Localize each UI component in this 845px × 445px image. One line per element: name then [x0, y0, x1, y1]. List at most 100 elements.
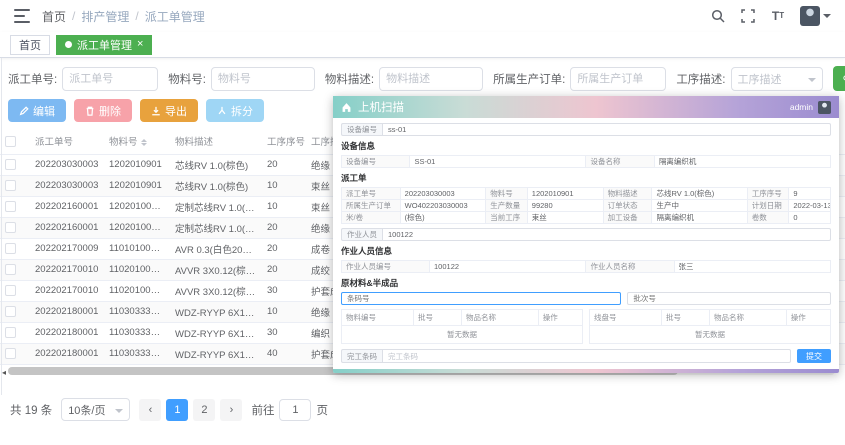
cell-material-no: 11030333067205	[104, 343, 170, 365]
order-field-value: WO402203030003	[400, 200, 487, 212]
cell-material-no: 11010100030902	[104, 238, 170, 260]
row-checkbox[interactable]	[5, 348, 16, 360]
row-checkbox[interactable]	[5, 222, 16, 234]
cell-material-desc: 定制芯线RV 1.0(蓝色)	[170, 217, 262, 239]
chevron-down-icon	[115, 409, 124, 417]
material-barcode-input[interactable]	[341, 292, 622, 305]
row-checkbox[interactable]	[5, 159, 16, 171]
order-field-label: 当前工序	[486, 212, 528, 224]
order-field-value: 芯线RV 1.0(棕色)	[652, 188, 748, 200]
chevron-down-icon	[807, 78, 816, 86]
row-checkbox[interactable]	[5, 180, 16, 192]
scroll-left-icon[interactable]: ◂	[2, 368, 7, 377]
material-no-input[interactable]	[210, 66, 315, 91]
order-field-label: 物料描述	[603, 188, 653, 200]
row-checkbox[interactable]	[5, 327, 16, 339]
tab-dispatch-label: 派工单管理	[77, 39, 132, 52]
cell-material-desc: AVR 0.3(白色200米)	[170, 238, 262, 260]
tab-home-label: 首页	[19, 39, 41, 52]
cell-dispatch-no: 202202180001	[30, 343, 104, 365]
next-page-button[interactable]: ›	[220, 398, 243, 421]
breadcrumb-scheduling[interactable]: 排产管理	[81, 9, 130, 24]
page-size-select[interactable]: 10条/页	[61, 398, 131, 421]
delete-button[interactable]: 删除	[74, 99, 132, 122]
row-checkbox[interactable]	[5, 243, 16, 255]
section-title-order: 派工单	[341, 173, 367, 183]
tab-close-icon[interactable]: ×	[137, 38, 144, 50]
dispatch-no-input[interactable]	[62, 66, 159, 91]
tag-tabs-bar: 首页 派工单管理 ×	[0, 32, 845, 58]
prod-order-input[interactable]	[570, 66, 667, 91]
user-menu-caret-icon[interactable]	[823, 14, 831, 22]
order-field-label: 卷数	[747, 212, 790, 224]
section-title-device: 设备信息	[341, 141, 376, 151]
cell-process-seq: 40	[262, 343, 306, 365]
edit-button[interactable]: 编辑	[8, 99, 66, 122]
fullscreen-icon[interactable]	[740, 8, 756, 24]
raw-material-col-header: 物品名称	[462, 310, 539, 325]
export-button[interactable]: 导出	[140, 99, 198, 122]
trash-icon	[86, 106, 94, 116]
col-header-process-seq: 工序序号	[262, 129, 306, 155]
filter-label-process-desc: 工序描述:	[676, 73, 726, 86]
goto-label: 前往	[251, 404, 275, 417]
worker-field-label: 作业人员编号	[342, 261, 431, 273]
order-field-value: 生产中	[652, 200, 748, 212]
sort-icon	[140, 136, 147, 149]
tab-home[interactable]: 首页	[10, 34, 50, 55]
filter-label-material-no: 物料号:	[168, 73, 206, 86]
device-field-value: SS-01	[410, 156, 587, 168]
row-checkbox[interactable]	[5, 285, 16, 297]
cell-dispatch-no: 202202160001	[30, 196, 104, 218]
order-field-value: 9	[789, 188, 831, 200]
page-number-button[interactable]: 2	[193, 398, 216, 421]
device-scan-input[interactable]	[382, 123, 831, 136]
order-field-label: 米/卷	[342, 212, 401, 224]
panel-avatar[interactable]	[818, 100, 831, 114]
order-field-value: 束丝	[527, 212, 604, 224]
cell-process-seq: 20	[262, 154, 306, 176]
raw-material-col-header: 物料编号	[342, 310, 414, 325]
panel-username: admin	[789, 102, 813, 112]
col-header-material-desc: 物料描述	[170, 129, 262, 155]
submit-button[interactable]: 提交	[797, 349, 831, 363]
process-desc-select[interactable]: 工序描述	[730, 66, 823, 91]
machine-scan-panel: 上机扫描 admin 设备编号 设备信息 设备编号 SS-01 设备名称 隔离编…	[333, 96, 839, 373]
panel-footer	[333, 369, 839, 373]
material-desc-input[interactable]	[379, 66, 484, 91]
empty-data-text: 暂无数据	[695, 330, 725, 339]
breadcrumb: 首页 / 排产管理 / 派工单管理	[42, 8, 205, 25]
col-header-material-no[interactable]: 物料号	[104, 129, 170, 155]
process-desc-placeholder: 工序描述	[737, 73, 782, 86]
split-button[interactable]: 拆分	[206, 99, 264, 122]
goto-page-input[interactable]	[279, 398, 312, 421]
menu-toggle-icon[interactable]	[14, 9, 30, 23]
search-button[interactable]: 搜索	[832, 66, 845, 91]
row-checkbox[interactable]	[5, 201, 16, 213]
cell-dispatch-no: 202203030003	[30, 175, 104, 197]
window-left-edge	[1, 58, 2, 395]
home-icon[interactable]	[341, 102, 352, 113]
finish-barcode-input[interactable]	[382, 349, 791, 363]
device-field-value: 隔离编织机	[654, 156, 831, 168]
user-avatar[interactable]	[800, 6, 820, 26]
page-number-button[interactable]: 1	[166, 398, 189, 421]
action-bar: 编辑 删除 导出 拆分	[0, 95, 845, 129]
cell-process-seq: 20	[262, 238, 306, 260]
cell-material-desc: WDZ-RYYP 6X1(黑色5...	[170, 301, 262, 323]
tab-dispatch-management[interactable]: 派工单管理 ×	[56, 34, 153, 55]
filter-label-prod-order: 所属生产订单:	[493, 73, 566, 86]
filter-label-dispatch-no: 派工单号:	[8, 73, 58, 86]
worker-scan-input[interactable]	[382, 228, 831, 241]
semi-finished-col-header: 操作	[790, 313, 806, 322]
search-icon[interactable]	[710, 8, 726, 24]
row-checkbox[interactable]	[5, 306, 16, 318]
row-checkbox[interactable]	[5, 264, 16, 276]
material-batch-input[interactable]	[627, 292, 831, 305]
breadcrumb-home[interactable]: 首页	[42, 9, 67, 24]
order-field-value: 202203030003	[400, 188, 487, 200]
prev-page-button[interactable]: ‹	[139, 398, 162, 421]
select-all-checkbox[interactable]	[5, 135, 16, 147]
